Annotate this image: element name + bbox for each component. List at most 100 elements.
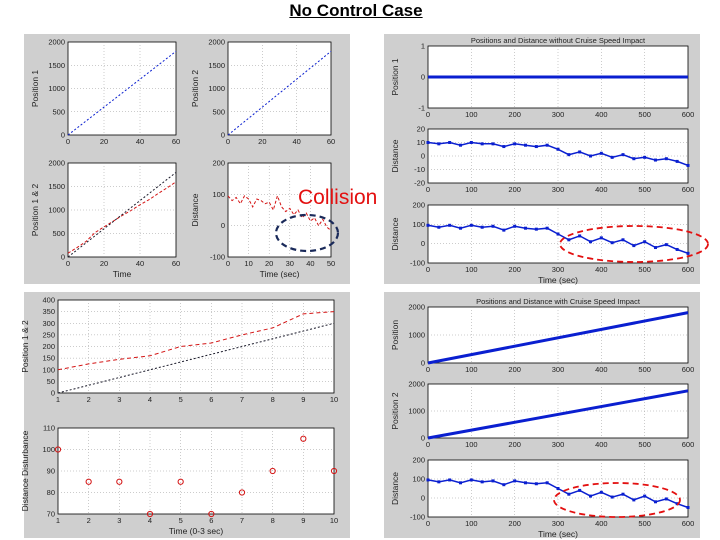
data-marker bbox=[578, 150, 582, 154]
highlight-ellipse-bottom bbox=[553, 482, 681, 518]
y-tick-label: 90 bbox=[47, 467, 55, 476]
y-tick-label: 2000 bbox=[208, 38, 225, 47]
data-point bbox=[238, 489, 246, 496]
data-marker bbox=[545, 481, 549, 485]
y-tick-label: 0 bbox=[61, 253, 65, 262]
x-tick-label: 8 bbox=[271, 516, 275, 525]
x-axis-label: Time (sec) bbox=[260, 269, 300, 279]
y-axis-label: Distance bbox=[390, 472, 400, 505]
axes-tr2: 0 100 200 300 400 500 600 -20 -10 0 10 20 Distance bbox=[390, 125, 694, 195]
x-tick-label: 400 bbox=[595, 440, 608, 449]
y-tick-label: 1000 bbox=[408, 407, 425, 416]
data-marker bbox=[567, 492, 571, 496]
x-tick-label: 500 bbox=[638, 265, 651, 274]
x-tick-label: 200 bbox=[508, 365, 521, 374]
data-point bbox=[146, 510, 154, 518]
data-marker bbox=[654, 158, 657, 162]
x-tick-label: 200 bbox=[508, 265, 521, 274]
x-tick-label: 60 bbox=[172, 259, 180, 268]
x-tick-label: 0 bbox=[426, 185, 430, 194]
x-tick-label: 300 bbox=[552, 519, 565, 528]
x-tick-label: 10 bbox=[330, 516, 338, 525]
y-tick-label: 500 bbox=[212, 107, 225, 116]
x-tick-label: 300 bbox=[552, 265, 565, 274]
x-tick-label: 10 bbox=[244, 259, 252, 268]
y-tick-label: 1500 bbox=[208, 61, 225, 70]
data-marker bbox=[664, 497, 668, 501]
y-axis-label: Distance Disturbance bbox=[20, 430, 30, 511]
y-tick-label: 70 bbox=[47, 510, 55, 519]
axes-br1: 0 100 200 300 400 500 600 0 1000 2000 Position Posi… bbox=[390, 297, 694, 374]
y-tick-label: 100 bbox=[42, 365, 55, 374]
x-tick-label: 1 bbox=[56, 516, 60, 525]
data-marker bbox=[437, 225, 441, 229]
x-tick-label: 3 bbox=[117, 395, 121, 404]
data-marker bbox=[589, 240, 592, 244]
y-tick-label: 1000 bbox=[48, 206, 65, 215]
chart-title: Positions and Distance without Cruise Sp… bbox=[471, 36, 646, 45]
data-marker bbox=[621, 238, 625, 242]
x-tick-label: 100 bbox=[465, 185, 478, 194]
x-tick-label: 40 bbox=[136, 137, 144, 146]
data-marker bbox=[448, 478, 452, 482]
y-tick-label: 400 bbox=[42, 296, 55, 305]
x-tick-label: 4 bbox=[148, 516, 152, 525]
data-point bbox=[116, 478, 123, 485]
x-tick-label: 0 bbox=[226, 259, 230, 268]
x-tick-label: 0 bbox=[66, 259, 70, 268]
data-marker bbox=[480, 142, 484, 146]
x-tick-label: 30 bbox=[286, 259, 294, 268]
y-tick-label: 250 bbox=[42, 330, 55, 339]
data-marker bbox=[654, 500, 657, 504]
x-tick-label: 0 bbox=[426, 365, 430, 374]
y-tick-label: 110 bbox=[43, 424, 55, 433]
y-tick-label: 500 bbox=[52, 107, 65, 116]
data-marker bbox=[502, 145, 506, 149]
y-tick-label: 0 bbox=[221, 131, 225, 140]
x-tick-label: 400 bbox=[595, 365, 608, 374]
x-tick-label: 500 bbox=[638, 519, 651, 528]
data-marker bbox=[524, 143, 527, 147]
axes-br2: 0 100 200 300 400 500 600 0 1000 2000 Position 2 bbox=[390, 380, 694, 450]
x-tick-label: 7 bbox=[240, 516, 244, 525]
x-tick-label: 3 bbox=[117, 516, 121, 525]
data-marker bbox=[643, 240, 647, 244]
data-marker bbox=[480, 225, 484, 229]
axes-tr3: 0 100 200 300 400 500 600-1000100200DistanceTi… bbox=[390, 201, 694, 286]
data-marker bbox=[513, 224, 517, 228]
x-tick-label: 200 bbox=[508, 519, 521, 528]
axes-bl2: 1 2 3 4 5 6 7 8 9 10 70 80 90 100 110 Distance Disturba… bbox=[20, 424, 338, 537]
y-tick-label: 350 bbox=[42, 307, 55, 316]
x-tick-label: 500 bbox=[638, 185, 651, 194]
x-tick-label: 40 bbox=[292, 137, 300, 146]
x-tick-label: 50 bbox=[327, 259, 335, 268]
y-tick-label: -10 bbox=[414, 165, 425, 174]
y-tick-label: 10 bbox=[417, 138, 425, 147]
data-marker bbox=[448, 223, 452, 227]
data-marker bbox=[664, 157, 668, 161]
y-tick-label: 0 bbox=[221, 221, 225, 230]
data-marker bbox=[437, 142, 441, 146]
x-tick-label: 6 bbox=[209, 516, 213, 525]
data-marker bbox=[491, 142, 495, 146]
data-marker bbox=[459, 143, 462, 147]
x-tick-label: 500 bbox=[638, 365, 651, 374]
y-axis-label: Distance bbox=[390, 139, 400, 172]
data-marker bbox=[426, 478, 430, 482]
y-tick-label: 2000 bbox=[408, 380, 425, 389]
data-marker bbox=[664, 243, 668, 247]
y-tick-label: 1000 bbox=[208, 84, 225, 93]
y-tick-label: -100 bbox=[410, 513, 425, 522]
x-tick-label: 0 bbox=[426, 519, 430, 528]
x-tick-label: 100 bbox=[465, 365, 478, 374]
y-tick-label: 1000 bbox=[48, 84, 65, 93]
y-tick-label: -1 bbox=[418, 104, 425, 113]
y-tick-label: 20 bbox=[417, 125, 425, 134]
x-tick-label: 600 bbox=[682, 185, 695, 194]
page-title: No Control Case bbox=[289, 1, 423, 20]
axes-tl3: 0 20 40 60 0 500 1000 1500 2000 Position 1 & 2 Tim… bbox=[30, 159, 180, 280]
x-tick-label: 2 bbox=[87, 395, 91, 404]
data-marker bbox=[556, 232, 560, 236]
